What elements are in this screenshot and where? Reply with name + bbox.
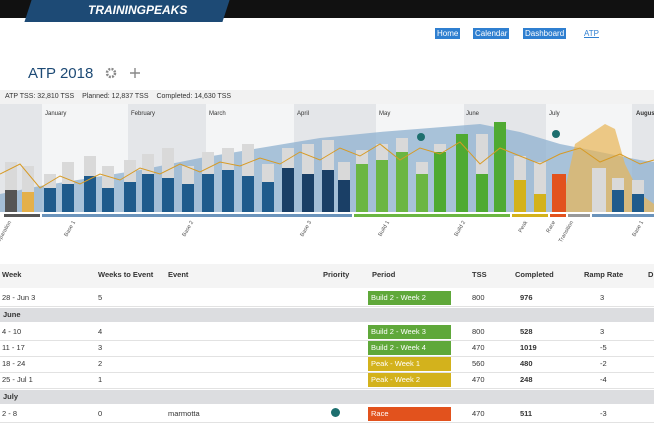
page-title: ATP 2018 <box>28 65 94 82</box>
period-badge: Peak - Week 2 <box>368 373 451 387</box>
month-label: June <box>466 111 480 117</box>
phase-strip <box>4 214 654 217</box>
cell: -4 <box>600 375 607 384</box>
cell: 470 <box>472 409 485 418</box>
cell: 4 - 10 <box>2 327 22 336</box>
cell: 800 <box>472 293 485 302</box>
cell: 560 <box>472 359 485 368</box>
atp-chart <box>0 104 654 217</box>
column-header[interactable]: Event <box>168 270 189 279</box>
column-header[interactable]: Period <box>372 270 396 279</box>
period-badge: Race <box>368 407 451 421</box>
cell: 25 - Jul 1 <box>2 375 33 384</box>
row-divider <box>0 340 654 341</box>
cell: -2 <box>600 359 607 368</box>
row-divider <box>0 306 654 307</box>
row-divider <box>0 356 654 357</box>
event-icons <box>417 130 560 141</box>
stat: Completed: 14,630 TSS <box>156 93 232 100</box>
row-divider <box>0 388 654 389</box>
logo[interactable]: TRAININGPEAKS <box>88 3 188 17</box>
month-label: January <box>45 111 67 117</box>
column-header[interactable]: D <box>648 270 654 279</box>
cell: -3 <box>600 409 607 418</box>
cell: 3 <box>98 343 103 352</box>
column-header[interactable]: Completed <box>515 270 554 279</box>
month-label: July <box>549 111 560 117</box>
cell: 2 - 8 <box>2 409 18 418</box>
row-divider <box>0 422 654 423</box>
cell: 248 <box>520 375 533 384</box>
cell: 528 <box>520 327 533 336</box>
priority-icon <box>331 408 340 417</box>
month-label: August <box>636 111 654 117</box>
cell: 470 <box>472 375 485 384</box>
week-bars <box>5 122 644 212</box>
month-label: May <box>379 111 391 117</box>
title-icons <box>105 67 140 79</box>
stats-bar: ATP TSS: 32,810 TSS Planned: 12,837 TSS … <box>0 90 654 104</box>
period-badge: Build 2 - Week 4 <box>368 341 451 355</box>
cell: 18 - 24 <box>2 359 26 368</box>
cell: 1 <box>98 375 103 384</box>
cell: marmotta <box>168 409 200 418</box>
cell: 800 <box>472 327 485 336</box>
period-badge: Build 2 - Week 3 <box>368 325 451 339</box>
group-row: June <box>0 308 654 322</box>
gear-icon[interactable] <box>105 67 117 79</box>
cell: 11 - 17 <box>2 343 25 352</box>
row-divider <box>0 372 654 373</box>
cell: 5 <box>98 293 103 302</box>
cell: 3 <box>600 327 605 336</box>
cell: 470 <box>472 343 485 352</box>
column-header[interactable]: TSS <box>472 270 487 279</box>
ctl-line <box>0 141 654 189</box>
nav-link[interactable]: Dashboard <box>523 28 567 39</box>
column-header[interactable]: Week <box>2 270 22 279</box>
cell: 3 <box>600 293 605 302</box>
cell: 4 <box>98 327 103 336</box>
month-label: March <box>209 111 226 117</box>
group-row: July <box>0 390 654 404</box>
column-header[interactable]: Weeks to Event <box>98 270 154 279</box>
cell: 511 <box>520 409 533 418</box>
cell: 28 - Jun 3 <box>2 293 36 302</box>
nav-link[interactable]: Calendar <box>473 28 510 39</box>
month-label: April <box>297 111 310 117</box>
period-badge: Peak - Week 1 <box>368 357 451 371</box>
column-header[interactable]: Ramp Rate <box>584 270 624 279</box>
add-icon[interactable] <box>130 68 140 78</box>
period-badge: Build 2 - Week 2 <box>368 291 451 305</box>
column-header[interactable]: Priority <box>323 270 350 279</box>
cell: 1019 <box>520 343 537 352</box>
nav-link[interactable]: Home <box>435 28 461 39</box>
month-label: February <box>131 111 156 117</box>
cell: -5 <box>600 343 607 352</box>
stat: Planned: 12,837 TSS <box>82 93 149 100</box>
stat: ATP TSS: 32,810 TSS <box>5 93 75 100</box>
cell: 0 <box>98 409 103 418</box>
cell: 976 <box>520 293 533 302</box>
form-area <box>560 124 654 212</box>
table-header-bg <box>0 264 654 288</box>
cell: 480 <box>520 359 533 368</box>
nav-link[interactable]: ATP <box>582 28 601 39</box>
cell: 2 <box>98 359 103 368</box>
